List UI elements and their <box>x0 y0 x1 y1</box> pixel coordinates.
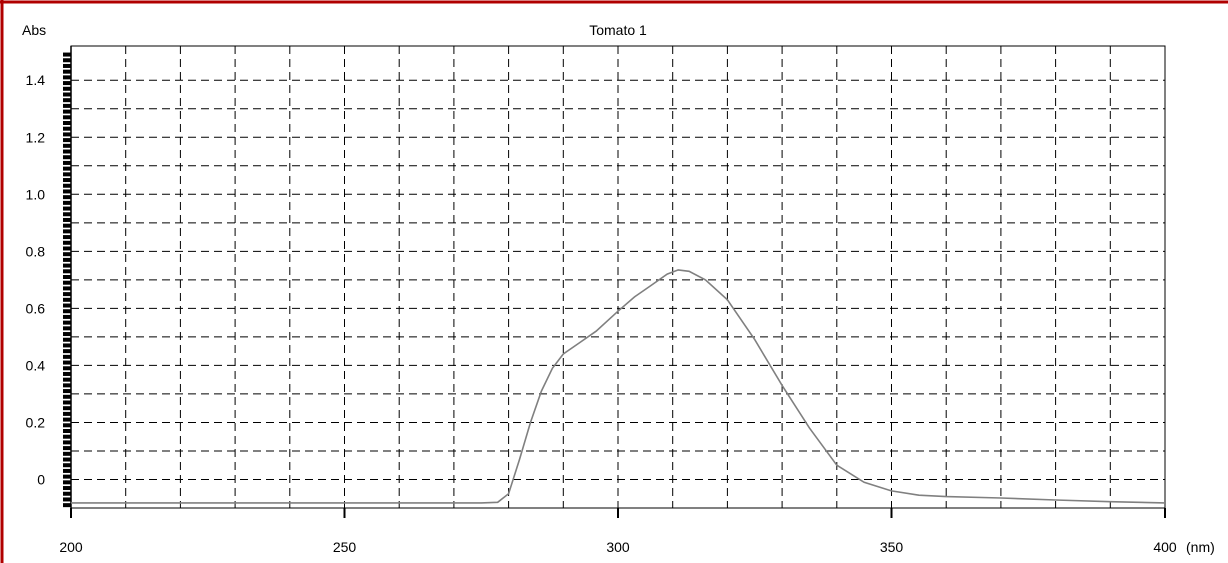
x-tick-label: 250 <box>333 539 357 555</box>
y-tick-label: 1.2 <box>26 129 46 145</box>
absorbance-series-line <box>71 269 1166 504</box>
y-axis-ticks: 0 0.2 0.4 0.6 0.8 1.0 1.2 1.4 <box>26 72 46 487</box>
y-tick-label: 1.4 <box>26 72 46 88</box>
x-tick-label: 350 <box>880 539 904 555</box>
y-tick-label: 0.4 <box>26 357 46 373</box>
x-axis-unit: (nm) <box>1186 539 1215 555</box>
y-tick-label: 0.6 <box>26 300 46 316</box>
y-axis-minor-ticks <box>63 52 71 508</box>
x-tick-label: 300 <box>606 539 630 555</box>
horizontal-gridlines <box>71 79 1165 480</box>
chart-title: Tomato 1 <box>589 22 647 38</box>
x-tick-label: 200 <box>59 539 83 555</box>
y-axis-label: Abs <box>22 22 46 38</box>
y-tick-label: 0.8 <box>26 243 46 259</box>
vertical-gridlines <box>125 46 1111 508</box>
y-tick-label: 0.2 <box>26 414 46 430</box>
y-tick-label: 0 <box>37 471 45 487</box>
x-axis-ticks: 200 250 300 350 400 <box>59 508 1177 555</box>
x-tick-label: 400 <box>1153 539 1177 555</box>
y-tick-label: 1.0 <box>26 186 46 202</box>
